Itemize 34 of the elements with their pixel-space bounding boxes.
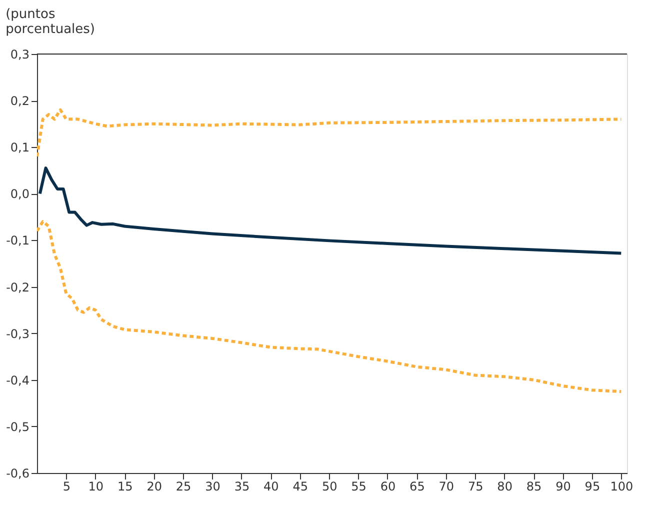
x-tick-label: 25 — [176, 480, 192, 494]
x-tick-label: 60 — [380, 480, 396, 494]
y-tick-label: -0,4 — [6, 373, 30, 388]
x-tick-label: 95 — [584, 480, 600, 494]
x-tick-label: 40 — [264, 480, 279, 494]
x-tick-label: 45 — [292, 480, 308, 494]
x-tick-label: 35 — [234, 480, 250, 494]
y-tick-label: -0,1 — [6, 234, 30, 248]
y-tick-label: 0,1 — [10, 140, 30, 155]
y-tick-label: 0,0 — [10, 187, 30, 202]
x-tick-label: 80 — [497, 480, 512, 494]
x-tick-label: 10 — [88, 480, 104, 494]
x-tick-label: 85 — [526, 480, 542, 494]
x-tick-label: 90 — [556, 480, 571, 494]
y-tick-label: -0,6 — [6, 466, 30, 480]
x-tick-label: 5 — [62, 480, 71, 494]
x-tick-label: 75 — [468, 480, 484, 494]
y-tick-label: 0,3 — [10, 48, 30, 62]
y-axis-title: (puntos porcentuales) — [6, 7, 96, 37]
x-tick-label: 70 — [438, 480, 454, 494]
y-tick-label: -0,3 — [6, 326, 30, 341]
x-tick-label: 15 — [117, 480, 133, 494]
x-tick-label: 55 — [351, 480, 366, 494]
x-tick-label: 50 — [322, 480, 338, 494]
line-series — [38, 166, 623, 255]
line-series — [37, 220, 623, 394]
x-tick-label: 65 — [410, 480, 425, 494]
y-tick-label: -0,5 — [6, 420, 30, 434]
y-tick-label: 0,2 — [10, 94, 30, 108]
x-tick-label: 20 — [146, 480, 162, 494]
line-series — [37, 108, 623, 158]
x-tick-label: 100 — [610, 480, 634, 494]
y-tick-label: -0,2 — [6, 280, 30, 294]
x-tick-label: 30 — [205, 480, 220, 494]
